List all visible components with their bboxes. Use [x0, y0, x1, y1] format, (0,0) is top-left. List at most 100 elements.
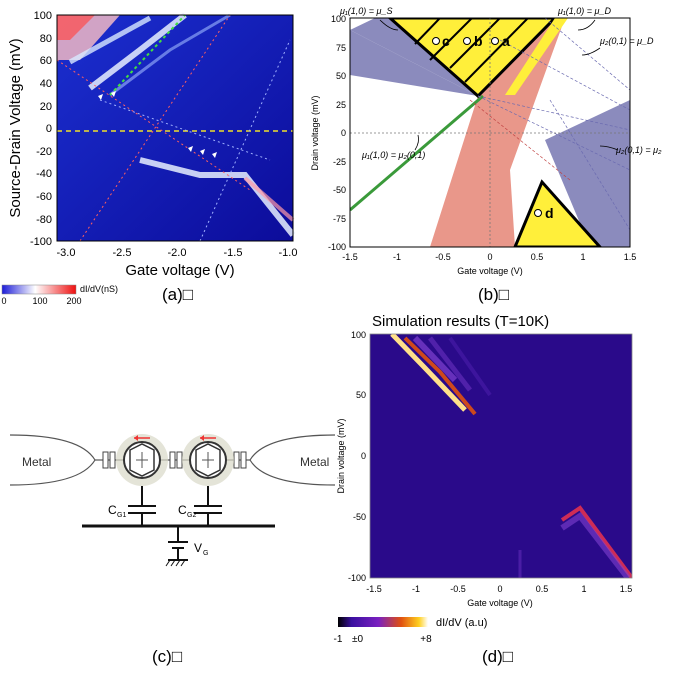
- panel-a-caption: (a)□: [162, 285, 194, 304]
- svg-text:1.5: 1.5: [624, 252, 637, 262]
- panel-c-caption: (c)□: [152, 647, 183, 666]
- vg-sub: G: [203, 550, 208, 557]
- ytick: 0: [46, 123, 52, 135]
- vg-label: V: [194, 541, 202, 555]
- panel-a-xticks: -3.0 -2.5 -2.0 -1.5 -1.0: [57, 247, 298, 259]
- metal-right-label: Metal: [300, 455, 329, 469]
- panel-d-plot: 100 50 0 -50 -100 -1.5 -1 -0.5 0 0.5 1 1…: [334, 330, 633, 645]
- svg-text:-1.5: -1.5: [342, 252, 358, 262]
- ytick: 100: [34, 10, 52, 22]
- panel-d-caption: (d)□: [482, 647, 514, 666]
- svg-text:-100: -100: [348, 573, 366, 583]
- panel-a-colorbar: [1, 284, 77, 295]
- panel-d: Simulation results (T=10K): [330, 310, 688, 670]
- svg-text:0: 0: [497, 584, 502, 594]
- svg-text:-1.5: -1.5: [366, 584, 382, 594]
- svg-text:100: 100: [331, 14, 346, 24]
- ytick: -80: [36, 214, 52, 226]
- panel-b-plot: c b a d μ₁(1,0) = μ_S μ₁(1,0) = μ_D μ₂(0…: [310, 6, 662, 276]
- svg-text:100: 100: [351, 330, 366, 340]
- panel-c: Metal Metal: [0, 310, 340, 670]
- ytick: 80: [40, 33, 52, 45]
- svg-text:0: 0: [487, 252, 492, 262]
- panel-a-xlabel: Gate voltage (V): [125, 262, 234, 279]
- svg-text:50: 50: [356, 390, 366, 400]
- ytick: 40: [40, 78, 52, 90]
- xtick: -1.5: [224, 247, 243, 259]
- panel-b-caption: (b)□: [478, 285, 510, 304]
- svg-text:0.5: 0.5: [531, 252, 544, 262]
- panel-d-heatmap: [370, 334, 632, 578]
- panel-a-yticks: 100 80 60 40 20 0 -20 -40 -60 -80 -100: [30, 10, 52, 248]
- panel-a-heatmap: [57, 15, 293, 241]
- cg2-sub: G2: [187, 512, 196, 519]
- panel-a: 100 80 60 40 20 0 -20 -40 -60 -80 -100 -…: [0, 0, 300, 310]
- point-label-b: b: [474, 33, 483, 49]
- panel-b-ylabel: Drain voltage (mV): [310, 95, 320, 170]
- panel-d-xlabel: Gate voltage (V): [467, 598, 533, 608]
- region-salmon: [430, 18, 565, 247]
- svg-text:50: 50: [336, 71, 346, 81]
- panel-a-colorbar-label: dI/dV(nS): [80, 284, 118, 294]
- panel-a-plot: 100 80 60 40 20 0 -20 -40 -60 -80 -100 -…: [1, 10, 298, 306]
- fullerene-2: [182, 434, 234, 486]
- panel-b-yticks: 100 75 50 25 0 -25 -50 -75 -100: [328, 14, 346, 252]
- ann-mu2-d: μ₂(0,1) = μ_D: [599, 36, 654, 46]
- svg-text:75: 75: [336, 43, 346, 53]
- ann-mu1-d: μ₁(1,0) = μ_D: [557, 6, 611, 16]
- svg-text:0: 0: [341, 128, 346, 138]
- panel-c-circuit: Metal Metal: [9, 434, 336, 567]
- ytick: 60: [40, 55, 52, 67]
- svg-text:25: 25: [336, 100, 346, 110]
- svg-text:0.5: 0.5: [536, 584, 549, 594]
- ann-mu2-d2: μ₂(0,1) = μ₂: [615, 145, 662, 155]
- cb-tick: 200: [66, 296, 81, 306]
- svg-text:-0.5: -0.5: [450, 584, 466, 594]
- cb-tick: -1: [334, 634, 343, 645]
- svg-text:-1: -1: [393, 252, 401, 262]
- svg-text:1.5: 1.5: [620, 584, 633, 594]
- svg-text:-1: -1: [412, 584, 420, 594]
- panel-a-ylabel: Source-Drain Voltage (mV): [7, 38, 24, 217]
- svg-text:-100: -100: [328, 242, 346, 252]
- point-label-d: d: [545, 205, 554, 221]
- svg-text:0: 0: [361, 451, 366, 461]
- panel-d-yticks: 100 50 0 -50 -100: [348, 330, 366, 583]
- svg-text:-50: -50: [333, 185, 346, 195]
- cg1-label: C: [108, 503, 117, 517]
- ytick: -20: [36, 146, 52, 158]
- xtick: -2.0: [168, 247, 187, 259]
- xtick: -3.0: [57, 247, 76, 259]
- ytick: 20: [40, 101, 52, 113]
- point-label-a: a: [502, 33, 510, 49]
- cg1-sub: G1: [117, 512, 126, 519]
- xtick: -1.0: [279, 247, 298, 259]
- cb-tick: 100: [32, 296, 47, 306]
- ann-mu1-s: μ₁(1,0) = μ_S: [339, 6, 392, 16]
- panel-d-xticks: -1.5 -1 -0.5 0 0.5 1 1.5: [366, 584, 632, 594]
- panel-d-title: Simulation results (T=10K): [372, 313, 550, 330]
- ytick: -100: [30, 236, 52, 248]
- panel-b-xticks: -1.5 -1 -0.5 0 0.5 1 1.5: [342, 252, 636, 262]
- ann-mu1-mu2: μ₁(1,0) = μ₂(0,1): [361, 150, 425, 160]
- ytick: -40: [36, 168, 52, 180]
- panel-d-colorbar-label: dI/dV (a.u): [436, 617, 487, 629]
- panel-b-xlabel: Gate voltage (V): [457, 266, 523, 276]
- cb-tick: 0: [1, 296, 6, 306]
- green-line: [350, 94, 484, 212]
- panel-b: c b a d μ₁(1,0) = μ_S μ₁(1,0) = μ_D μ₂(0…: [300, 0, 688, 310]
- svg-text:1: 1: [580, 252, 585, 262]
- svg-text:-25: -25: [333, 157, 346, 167]
- xtick: -2.5: [113, 247, 132, 259]
- panel-d-ylabel: Drain voltage (mV): [336, 418, 346, 493]
- svg-text:1: 1: [581, 584, 586, 594]
- panel-d-colorbar: [338, 617, 428, 627]
- svg-text:-0.5: -0.5: [435, 252, 451, 262]
- ytick: -60: [36, 191, 52, 203]
- svg-text:-75: -75: [333, 214, 346, 224]
- point-label-c: c: [442, 33, 450, 49]
- metal-left-label: Metal: [22, 455, 51, 469]
- cb-tick: ±0: [352, 634, 363, 645]
- region-yellow-bottom: [513, 179, 603, 247]
- svg-text:-50: -50: [353, 512, 366, 522]
